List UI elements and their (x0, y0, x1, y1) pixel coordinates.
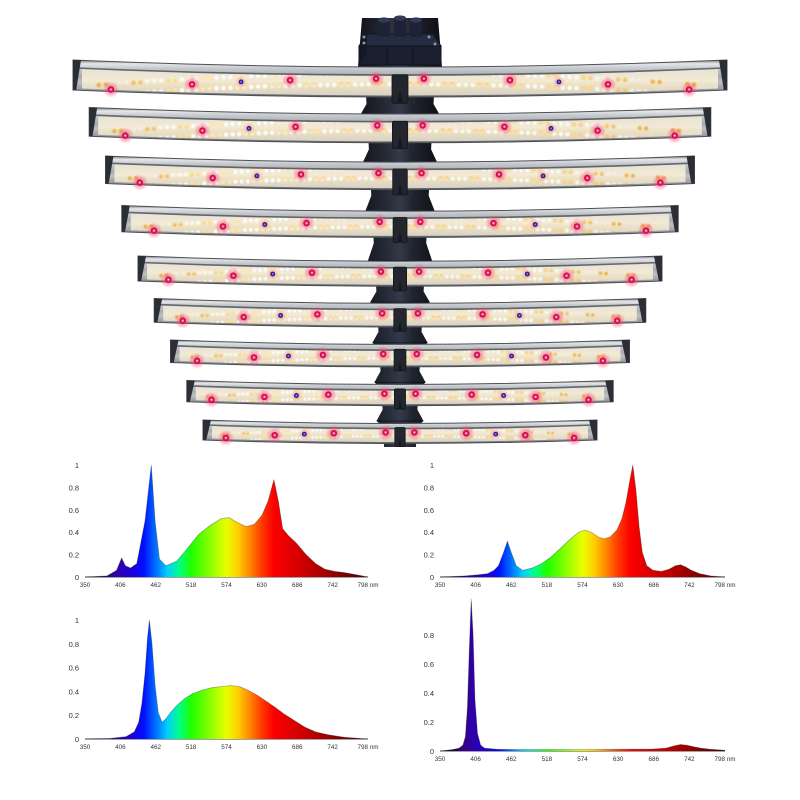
svg-text:0.6: 0.6 (424, 660, 434, 669)
svg-text:630: 630 (613, 756, 624, 763)
svg-text:1: 1 (75, 616, 79, 625)
svg-text:574: 574 (577, 756, 588, 763)
svg-text:686: 686 (649, 582, 660, 589)
svg-text:742: 742 (684, 756, 695, 763)
svg-text:742: 742 (327, 744, 338, 751)
svg-text:518: 518 (186, 744, 197, 751)
svg-text:0.6: 0.6 (69, 506, 79, 515)
svg-text:1: 1 (430, 461, 434, 470)
svg-text:0.2: 0.2 (69, 551, 79, 560)
svg-text:798 nm: 798 nm (714, 582, 735, 589)
svg-text:0.2: 0.2 (69, 711, 79, 720)
svg-text:574: 574 (221, 744, 232, 751)
svg-text:518: 518 (542, 582, 553, 589)
svg-text:630: 630 (613, 582, 624, 589)
svg-text:0.4: 0.4 (69, 528, 79, 537)
svg-text:0.8: 0.8 (424, 631, 434, 640)
svg-text:462: 462 (506, 582, 517, 589)
svg-text:350: 350 (435, 756, 446, 763)
svg-text:742: 742 (684, 582, 695, 589)
svg-text:0.8: 0.8 (69, 483, 79, 492)
svg-text:798 nm: 798 nm (714, 756, 735, 763)
svg-text:406: 406 (115, 582, 126, 589)
svg-text:0.4: 0.4 (69, 687, 79, 696)
svg-text:574: 574 (577, 582, 588, 589)
svg-text:0.2: 0.2 (424, 551, 434, 560)
svg-text:0.8: 0.8 (424, 483, 434, 492)
svg-text:0.8: 0.8 (69, 640, 79, 649)
svg-text:798 nm: 798 nm (357, 582, 378, 589)
svg-text:742: 742 (327, 582, 338, 589)
svg-text:0.4: 0.4 (424, 689, 434, 698)
svg-text:0: 0 (75, 735, 79, 744)
svg-text:686: 686 (649, 756, 660, 763)
svg-text:574: 574 (221, 582, 232, 589)
svg-text:518: 518 (542, 756, 553, 763)
svg-text:0: 0 (430, 747, 434, 756)
svg-text:686: 686 (292, 582, 303, 589)
svg-text:518: 518 (186, 582, 197, 589)
svg-text:1: 1 (75, 461, 79, 470)
svg-text:406: 406 (115, 744, 126, 751)
svg-text:406: 406 (470, 756, 481, 763)
svg-text:350: 350 (80, 744, 91, 751)
svg-text:798 nm: 798 nm (357, 744, 378, 751)
svg-text:462: 462 (151, 744, 162, 751)
svg-text:406: 406 (470, 582, 481, 589)
svg-text:630: 630 (257, 582, 268, 589)
svg-text:0: 0 (430, 573, 434, 582)
svg-text:350: 350 (80, 582, 91, 589)
svg-text:0.6: 0.6 (69, 664, 79, 673)
svg-text:462: 462 (506, 756, 517, 763)
svg-text:350: 350 (435, 582, 446, 589)
svg-text:0.6: 0.6 (424, 506, 434, 515)
svg-text:630: 630 (257, 744, 268, 751)
svg-text:0.4: 0.4 (424, 528, 434, 537)
svg-text:0: 0 (75, 573, 79, 582)
svg-text:0.2: 0.2 (424, 718, 434, 727)
svg-text:686: 686 (292, 744, 303, 751)
svg-text:462: 462 (151, 582, 162, 589)
